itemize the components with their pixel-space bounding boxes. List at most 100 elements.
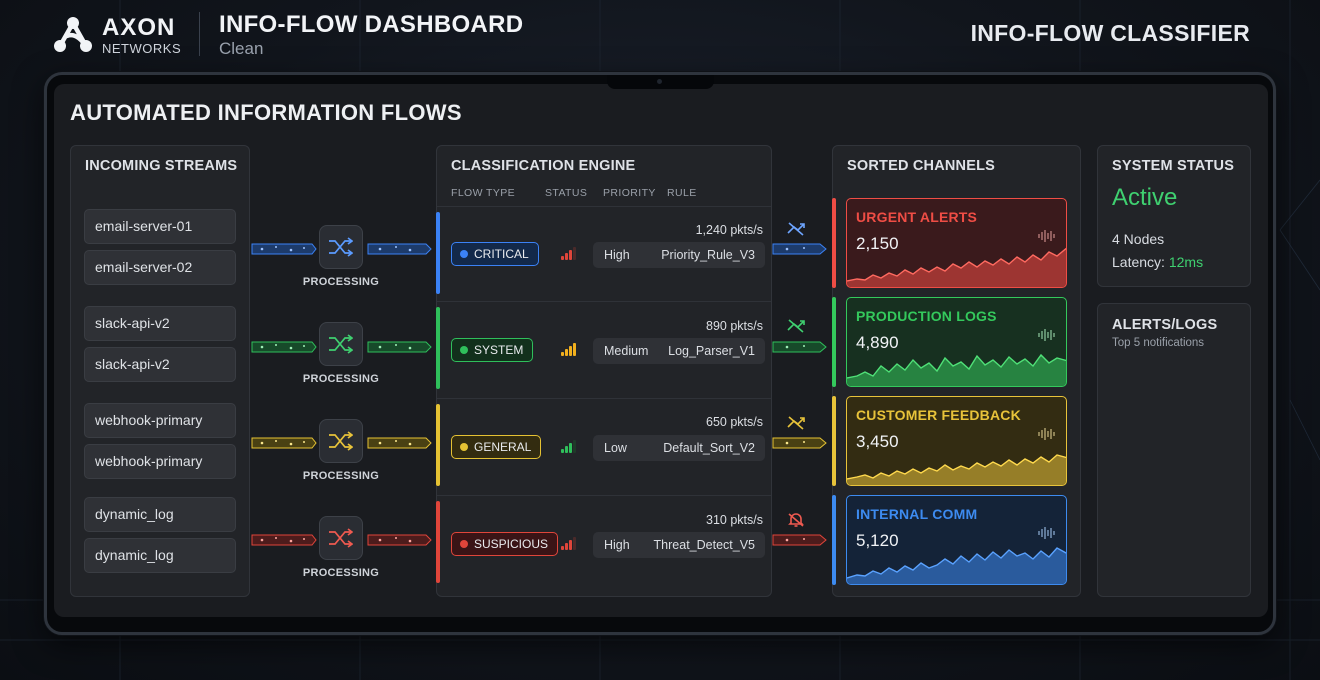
- channel-name: URGENT ALERTS: [856, 209, 978, 225]
- channel-color-bar: [832, 198, 836, 288]
- priority-value: High: [604, 248, 630, 262]
- flow-type-badge[interactable]: SUSPICIOUS: [451, 532, 559, 556]
- sorted-channels-title: SORTED CHANNELS: [847, 158, 996, 174]
- flow-type-badge[interactable]: CRITICAL: [451, 242, 539, 266]
- priority-value: High: [604, 538, 630, 552]
- sparkline-chart: [847, 454, 1066, 485]
- processing-shuffle-button[interactable]: [319, 516, 363, 560]
- column-header-status: STATUS: [545, 187, 588, 199]
- alerts-logs-subtitle: Top 5 notifications: [1112, 337, 1205, 349]
- node-count: 4 Nodes: [1112, 231, 1165, 247]
- latency-label: Latency:: [1112, 254, 1169, 270]
- classification-engine-panel: [436, 145, 772, 597]
- processing-label: PROCESSING: [302, 470, 380, 482]
- stream-item[interactable]: webhook-primary: [84, 444, 236, 479]
- channel-name: CUSTOMER FEEDBACK: [856, 407, 1021, 423]
- rule-value: Log_Parser_V1: [668, 344, 755, 358]
- axon-logo[interactable]: AXON NETWORKS: [52, 14, 181, 56]
- flow-type-badge[interactable]: SYSTEM: [451, 338, 534, 362]
- shuffle-icon: [329, 431, 353, 451]
- waveform-icon: [1038, 428, 1055, 440]
- processing-label: PROCESSING: [302, 567, 380, 579]
- row-color-bar: [436, 307, 440, 389]
- flow-lane-general: [251, 437, 827, 449]
- dashboard-title: INFO-FLOW DASHBOARD: [219, 11, 524, 38]
- row-divider: [437, 398, 771, 399]
- signal-strength-icon: [561, 439, 577, 453]
- priority-rule-field[interactable]: High Threat_Detect_V5: [593, 532, 765, 558]
- waveform-icon: [1038, 329, 1055, 341]
- row-divider: [437, 301, 771, 302]
- logo-subtitle: NETWORKS: [102, 40, 182, 56]
- rule-value: Threat_Detect_V5: [653, 538, 755, 552]
- signal-strength-icon: [561, 342, 577, 356]
- stream-item[interactable]: dynamic_log: [84, 497, 236, 532]
- system-status-panel: [1097, 145, 1251, 287]
- stream-item[interactable]: slack-api-v2: [84, 347, 236, 382]
- channel-card-urgent-alerts[interactable]: URGENT ALERTS 2,150: [846, 198, 1067, 288]
- processing-shuffle-button[interactable]: [319, 419, 363, 463]
- priority-rule-field[interactable]: Medium Log_Parser_V1: [593, 338, 765, 364]
- channel-color-bar: [832, 297, 836, 387]
- stream-item[interactable]: email-server-02: [84, 250, 236, 285]
- sparkline-chart: [847, 547, 1066, 584]
- column-header-rule: RULE: [667, 187, 697, 199]
- latency-readout: Latency: 12ms: [1112, 254, 1203, 270]
- bell-off-icon[interactable]: [786, 512, 806, 528]
- channel-name: PRODUCTION LOGS: [856, 308, 997, 324]
- system-state: Active: [1112, 184, 1178, 211]
- channel-color-bar: [832, 495, 836, 585]
- sparkline-chart: [847, 353, 1066, 386]
- channel-count: 5,120: [856, 531, 899, 550]
- channel-count: 3,450: [856, 432, 899, 451]
- header-divider: [199, 12, 200, 56]
- processing-label: PROCESSING: [302, 373, 380, 385]
- priority-rule-field[interactable]: High Priority_Rule_V3: [593, 242, 765, 268]
- row-divider: [437, 495, 771, 496]
- route-off-icon[interactable]: [786, 415, 806, 431]
- channel-card-internal-comm[interactable]: INTERNAL COMM 5,120: [846, 495, 1067, 585]
- channel-card-production-logs[interactable]: PRODUCTION LOGS 4,890: [846, 297, 1067, 387]
- rule-value: Priority_Rule_V3: [661, 248, 755, 262]
- alerts-logs-panel[interactable]: [1097, 303, 1251, 597]
- stream-item[interactable]: webhook-primary: [84, 403, 236, 438]
- shuffle-icon: [329, 237, 353, 257]
- packet-rate: 890 pkts/s: [706, 319, 763, 333]
- camera-dot: [657, 79, 662, 84]
- processing-shuffle-button[interactable]: [319, 225, 363, 269]
- packet-rate: 1,240 pkts/s: [695, 223, 763, 237]
- column-header-priority: PRIORITY: [603, 187, 656, 199]
- channel-color-bar: [832, 396, 836, 486]
- screen-title: AUTOMATED INFORMATION FLOWS: [70, 100, 462, 125]
- column-header-flow-type: FLOW TYPE: [451, 187, 516, 199]
- priority-rule-field[interactable]: Low Default_Sort_V2: [593, 435, 765, 461]
- priority-value: Low: [604, 441, 627, 455]
- processing-label: PROCESSING: [302, 276, 380, 288]
- rule-value: Default_Sort_V2: [663, 441, 755, 455]
- signal-strength-icon: [561, 536, 577, 550]
- priority-value: Medium: [604, 344, 649, 358]
- row-color-bar: [436, 404, 440, 486]
- channel-card-customer-feedback[interactable]: CUSTOMER FEEDBACK 3,450: [846, 396, 1067, 486]
- processing-shuffle-button[interactable]: [319, 322, 363, 366]
- waveform-icon: [1038, 230, 1055, 242]
- sparkline-chart: [847, 247, 1066, 287]
- axon-logo-icon: [54, 17, 92, 52]
- flow-lane-system: [251, 341, 827, 353]
- flow-lane-critical: [251, 243, 827, 255]
- stream-item[interactable]: dynamic_log: [84, 538, 236, 573]
- row-color-bar: [436, 501, 440, 583]
- channel-name: INTERNAL COMM: [856, 506, 978, 522]
- signal-strength-icon: [561, 246, 577, 260]
- channel-count: 2,150: [856, 234, 899, 253]
- flow-type-badge[interactable]: GENERAL: [451, 435, 542, 459]
- shuffle-icon: [329, 528, 353, 548]
- route-off-icon[interactable]: [786, 221, 806, 237]
- route-off-icon[interactable]: [786, 318, 806, 334]
- classifier-title: INFO-FLOW CLASSIFIER: [970, 20, 1250, 46]
- stream-item[interactable]: email-server-01: [84, 209, 236, 244]
- stream-item[interactable]: slack-api-v2: [84, 306, 236, 341]
- row-divider: [437, 206, 771, 207]
- channel-count: 4,890: [856, 333, 899, 352]
